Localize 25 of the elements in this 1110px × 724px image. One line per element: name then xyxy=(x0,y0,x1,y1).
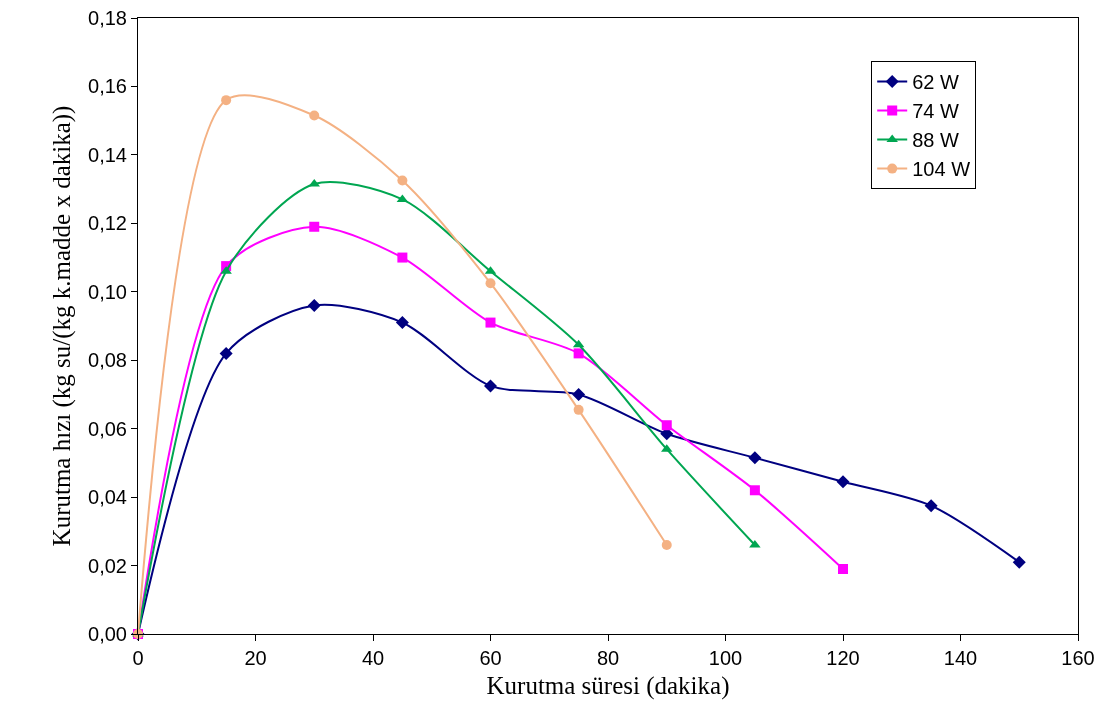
y-tick-label: 0,08 xyxy=(88,349,127,372)
x-tick-label: 0 xyxy=(132,647,144,669)
x-axis-title: Kurutma süresi (dakika) xyxy=(486,672,730,700)
y-tick-label: 0,18 xyxy=(88,7,127,29)
x-tick-label: 20 xyxy=(244,647,267,669)
x-tick-label: 140 xyxy=(943,647,978,669)
x-tick-label: 60 xyxy=(479,647,502,669)
legend-label: 104 W xyxy=(912,158,971,181)
y-tick-label: 0,10 xyxy=(88,280,127,303)
y-tick-label: 0,02 xyxy=(88,554,127,577)
x-tick-label: 40 xyxy=(361,647,385,669)
y-tick-label: 0,06 xyxy=(88,417,127,440)
y-tick-label: 0,04 xyxy=(88,486,127,509)
x-tick-label: 120 xyxy=(826,647,860,669)
x-tick-label: 160 xyxy=(1061,647,1095,669)
x-tick-label: 80 xyxy=(596,647,620,669)
y-tick-label: 0,16 xyxy=(88,75,127,98)
x-tick-label: 100 xyxy=(708,647,743,669)
y-tick-label: 0,14 xyxy=(88,143,127,166)
y-tick-label: 0,00 xyxy=(88,623,127,645)
legend-label: 62 W xyxy=(912,71,959,94)
legend-label: 88 W xyxy=(912,129,959,152)
y-tick-label: 0,12 xyxy=(88,212,127,235)
legend-label: 74 W xyxy=(912,100,959,123)
y-axis-title: Kurutma hızı (kg su/(kg k.madde x dakika)) xyxy=(47,105,76,547)
